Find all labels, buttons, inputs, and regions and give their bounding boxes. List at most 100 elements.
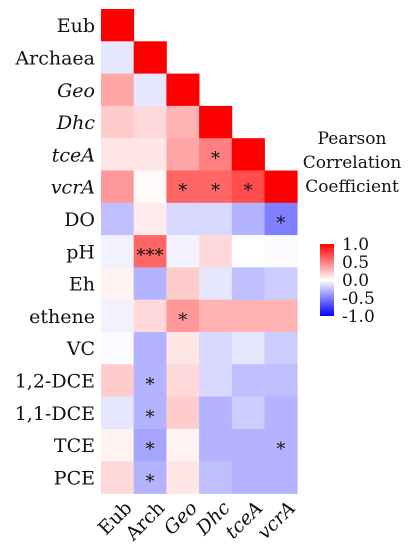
legend-title-line-3: Coefficient	[305, 177, 399, 197]
heatmap-cell-ph-geo	[166, 235, 200, 268]
heatmap-cell-tce-tcea	[231, 428, 265, 462]
legend-tick-label: -0.5	[342, 289, 375, 309]
heatmap-cell-geo-eub	[101, 73, 135, 107]
heatmap-cell-vcra-vcra	[264, 170, 298, 204]
heatmap-cell-ph-vcra	[264, 235, 298, 268]
significance-mark-ethene-geo: *	[178, 310, 187, 331]
heatmap-cell-vcra-geo	[166, 170, 200, 204]
legend-tick-label: 0.5	[342, 253, 369, 273]
heatmap-cell-1-2-dce-tcea	[231, 364, 265, 397]
row-labels: Eub Archaea Geo Dhc tceA vcrA DO pH Eh ethene VC 1,…	[14, 15, 95, 489]
heatmap-cell-vcra-tcea	[231, 170, 265, 204]
row-label-do: DO	[64, 209, 95, 231]
significance-mark-do-vcra: *	[276, 213, 285, 234]
heatmap-cell-tcea-geo	[166, 138, 200, 171]
heatmap-cell-eh-tcea	[231, 267, 265, 301]
significance-mark-vcra-dhc: *	[211, 181, 220, 202]
heatmap-cell-eh-arch	[133, 267, 167, 301]
heatmap-cell-vc-tcea	[231, 332, 265, 365]
heatmap-cell-ph-tcea	[231, 235, 265, 268]
heatmap-cell-vcra-dhc	[199, 170, 233, 204]
heatmap-cell-eh-vcra	[264, 267, 298, 301]
row-label-vc: VC	[66, 338, 95, 360]
heatmap-cell-1-1-dce-vcra	[264, 396, 298, 430]
heatmap-cell-tce-arch	[133, 428, 167, 462]
heatmap-cell-1-1-dce-tcea	[231, 396, 265, 430]
heatmap-cell-geo-arch	[133, 73, 167, 107]
heatmap-cell-tcea-tcea	[231, 138, 265, 171]
heatmap-cell-tce-vcra	[264, 428, 298, 462]
heatmap-cell-vc-dhc	[199, 332, 233, 365]
heatmap-cell-do-arch	[133, 202, 167, 236]
heatmap-cell-ethene-dhc	[199, 299, 233, 333]
color-legend: Pearson Correlation Coefficient 1.00.50.…	[303, 129, 402, 327]
heatmap-cell-dhc-dhc	[199, 105, 233, 139]
heatmap-cell-ethene-eub	[101, 299, 135, 333]
legend-tick-label: 1.0	[342, 235, 369, 255]
row-label-tcea: tceA	[52, 144, 95, 166]
heatmap-cell-1-2-dce-vcra	[264, 364, 298, 397]
heatmap-cell-pce-dhc	[199, 461, 233, 494]
heatmap-cell-do-tcea	[231, 202, 265, 236]
heatmap-cells	[101, 9, 298, 494]
significance-mark-ph-arch: ***	[137, 245, 164, 266]
heatmap-cell-vc-geo	[166, 332, 200, 365]
heatmap-cell-tce-eub	[101, 428, 135, 462]
row-label-dhc: Dhc	[56, 112, 95, 134]
heatmap-cell-dhc-eub	[101, 105, 135, 139]
heatmap-cell-pce-vcra	[264, 461, 298, 494]
row-label-1-1-dce: 1,1-DCE	[15, 403, 95, 425]
heatmap-cell-pce-eub	[101, 461, 135, 494]
heatmap-cell-pce-arch	[133, 461, 167, 494]
heatmap-cell-1-1-dce-arch	[133, 396, 167, 430]
significance-annotations: ** * ********* **	[137, 148, 286, 492]
heatmap-cell-1-2-dce-arch	[133, 364, 167, 397]
heatmap-cell-vcra-eub	[101, 170, 135, 204]
heatmap-cell-ethene-geo	[166, 299, 200, 333]
row-label-pce: PCE	[54, 467, 95, 489]
heatmap-cell-pce-geo	[166, 461, 200, 494]
heatmap-cell-pce-tcea	[231, 461, 265, 494]
row-label-1-2-dce: 1,2-DCE	[15, 370, 95, 392]
heatmap-cell-eh-geo	[166, 267, 200, 301]
heatmap-cell-1-1-dce-dhc	[199, 396, 233, 430]
heatmap-cell-ethene-tcea	[231, 299, 265, 333]
significance-mark-tce-vcra: *	[276, 439, 285, 460]
legend-colorbar	[320, 244, 334, 316]
heatmap-cell-geo-geo	[166, 73, 200, 107]
row-label-ethene: ethene	[29, 306, 95, 328]
heatmap-cell-1-2-dce-geo	[166, 364, 200, 397]
significance-mark-tce-arch: *	[146, 439, 155, 460]
heatmap-cell-ph-dhc	[199, 235, 233, 268]
heatmap-cell-tcea-arch	[133, 138, 167, 171]
heatmap-cell-do-eub	[101, 202, 135, 236]
row-label-tce: TCE	[54, 435, 95, 457]
heatmap-cell-eh-eub	[101, 267, 135, 301]
heatmap-cell-vc-arch	[133, 332, 167, 365]
heatmap-cell-vcra-arch	[133, 170, 167, 204]
heatmap-cell-eub-eub	[101, 9, 135, 42]
heatmap-cell-dhc-geo	[166, 105, 200, 139]
heatmap-cell-tcea-eub	[101, 138, 135, 171]
row-label-archaea: Archaea	[14, 47, 95, 69]
heatmap-cell-tce-dhc	[199, 428, 233, 462]
heatmap-cell-vc-vcra	[264, 332, 298, 365]
heatmap-cell-archaea-arch	[133, 41, 167, 74]
heatmap-cell-archaea-eub	[101, 41, 135, 74]
row-label-geo: Geo	[57, 80, 95, 102]
significance-mark-pce-arch: *	[146, 471, 155, 492]
legend-tick-label: 0.0	[342, 271, 369, 291]
heatmap-cell-1-2-dce-dhc	[199, 364, 233, 397]
significance-mark-tcea-dhc: *	[211, 148, 220, 169]
row-label-vcra: vcrA	[51, 177, 95, 199]
heatmap-cell-1-1-dce-geo	[166, 396, 200, 430]
heatmap-cell-tcea-dhc	[199, 138, 233, 171]
significance-mark-1-2-dce-arch: *	[146, 374, 155, 395]
legend-title-line-1: Pearson	[318, 129, 387, 149]
legend-tick-label: -1.0	[342, 307, 375, 327]
heatmap-cell-ethene-arch	[133, 299, 167, 333]
heatmap-cell-vc-eub	[101, 332, 135, 365]
significance-mark-vcra-geo: *	[178, 181, 187, 202]
